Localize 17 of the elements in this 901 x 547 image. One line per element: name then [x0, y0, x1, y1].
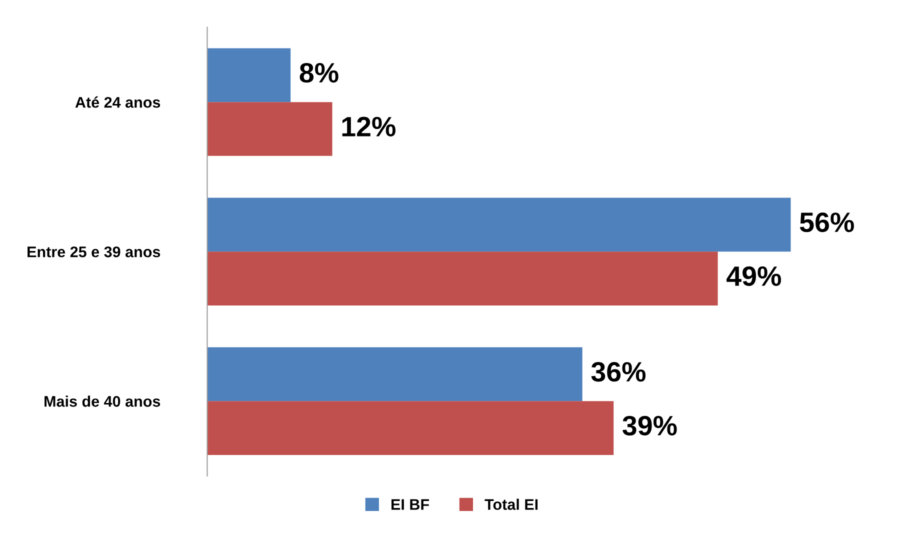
bar — [207, 401, 614, 455]
legend-label: EI BF — [392, 499, 429, 510]
bar — [207, 347, 582, 402]
bar — [207, 48, 291, 102]
data-label: 12% — [342, 116, 396, 136]
data-label: 39% — [622, 416, 677, 436]
bar — [207, 102, 332, 156]
legend-label: Total EI — [484, 498, 538, 510]
data-label: 36% — [591, 362, 646, 382]
data-label: 8% — [300, 62, 338, 83]
bar — [207, 198, 791, 252]
data-label: 49% — [726, 266, 781, 286]
data-label: 56% — [800, 212, 854, 232]
y-tick-label: Mais de 40 anos — [44, 396, 160, 407]
y-tick-label: Até 24 anos — [75, 96, 160, 108]
bar — [207, 252, 718, 306]
y-tick-label: Entre 25 e 39 anos — [28, 246, 160, 258]
